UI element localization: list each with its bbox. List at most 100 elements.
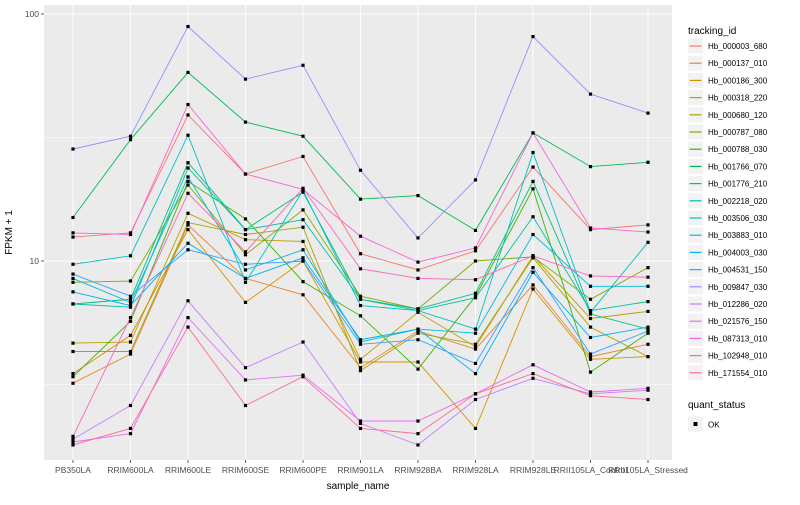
- data-point: [186, 191, 190, 195]
- legend-item-label: Hb_003883_010: [708, 231, 768, 240]
- data-point: [531, 35, 535, 39]
- data-point: [473, 259, 478, 263]
- data-point: [358, 197, 363, 201]
- legend-key-point: [693, 422, 698, 426]
- data-point: [128, 231, 133, 235]
- data-point: [128, 352, 133, 356]
- data-point: [243, 172, 248, 176]
- data-point: [646, 223, 650, 227]
- data-point: [128, 300, 133, 304]
- data-point: [358, 421, 363, 426]
- data-point: [71, 443, 75, 447]
- legend-item-label: Hb_004003_030: [708, 248, 768, 257]
- data-point: [473, 291, 478, 295]
- data-point: [71, 341, 75, 345]
- data-point: [128, 319, 133, 323]
- data-point: [531, 232, 535, 237]
- data-point: [243, 366, 248, 370]
- legend-item-label: Hb_000186_300: [708, 76, 768, 85]
- data-point: [588, 392, 593, 396]
- data-point: [243, 77, 248, 81]
- data-point: [301, 248, 305, 252]
- data-point: [646, 386, 650, 390]
- data-point: [358, 357, 363, 361]
- data-point: [358, 314, 363, 318]
- legend-title-tracking-id: tracking_id: [688, 26, 736, 37]
- x-tick-label: RRII105LA_Control: [554, 465, 628, 475]
- data-point: [531, 376, 535, 380]
- legend-item-label: Hb_087313_010: [708, 334, 768, 343]
- legend-item-label: Hb_001776_210: [708, 180, 768, 189]
- data-point: [473, 361, 478, 365]
- legend-quant-label: OK: [708, 421, 720, 430]
- data-point: [301, 218, 305, 222]
- data-point: [588, 335, 593, 340]
- data-point: [128, 349, 133, 354]
- data-point: [128, 403, 133, 408]
- data-point: [646, 355, 650, 359]
- data-point: [473, 372, 478, 376]
- data-point: [531, 131, 535, 135]
- data-point: [128, 303, 133, 308]
- data-point: [588, 297, 593, 301]
- data-point: [186, 70, 190, 75]
- plot-panel: [44, 5, 672, 460]
- data-point: [473, 347, 478, 351]
- legend-item-label: Hb_003506_030: [708, 214, 768, 223]
- data-point: [71, 235, 75, 239]
- data-point: [646, 275, 650, 279]
- data-point: [243, 232, 248, 237]
- data-point: [71, 349, 75, 354]
- data-point: [588, 316, 593, 321]
- data-point: [416, 276, 420, 281]
- data-point: [243, 228, 248, 232]
- data-point: [186, 133, 190, 137]
- data-point: [588, 390, 593, 394]
- data-point: [531, 187, 535, 191]
- data-point: [588, 310, 593, 314]
- y-tick-label: 10: [30, 256, 40, 266]
- data-point: [301, 186, 305, 190]
- data-point: [646, 325, 650, 329]
- data-point: [588, 325, 593, 329]
- legend-item-label: Hb_102948_010: [708, 352, 768, 361]
- data-point: [186, 241, 190, 245]
- x-tick-label: RRIM928BA: [394, 465, 442, 475]
- data-point: [243, 378, 248, 382]
- legend-item-label: Hb_000680_120: [708, 111, 768, 120]
- data-point: [71, 440, 75, 444]
- data-point: [186, 183, 190, 187]
- data-point: [71, 215, 75, 220]
- data-point: [128, 297, 133, 301]
- data-point: [646, 284, 650, 288]
- data-point: [588, 92, 593, 96]
- data-point: [358, 338, 363, 342]
- data-point: [416, 327, 420, 331]
- data-point: [358, 368, 363, 373]
- data-point: [71, 280, 75, 284]
- data-point: [416, 432, 420, 436]
- data-point: [301, 256, 305, 260]
- data-point: [588, 226, 593, 230]
- data-point: [588, 355, 593, 359]
- data-point: [531, 287, 535, 291]
- data-point: [301, 280, 305, 284]
- data-point: [243, 250, 248, 254]
- data-point: [416, 443, 420, 447]
- data-point: [71, 302, 75, 306]
- data-point: [186, 315, 190, 320]
- data-point: [531, 254, 535, 258]
- data-point: [358, 267, 363, 271]
- data-point: [128, 426, 133, 431]
- data-point: [531, 150, 535, 155]
- data-point: [646, 309, 650, 314]
- data-point: [588, 312, 593, 316]
- data-point: [473, 246, 478, 250]
- x-tick-label: RRIM928LE: [510, 465, 557, 475]
- data-point: [646, 160, 650, 164]
- data-point: [473, 397, 478, 402]
- data-point: [71, 372, 75, 376]
- data-point: [531, 215, 535, 219]
- data-point: [646, 230, 650, 234]
